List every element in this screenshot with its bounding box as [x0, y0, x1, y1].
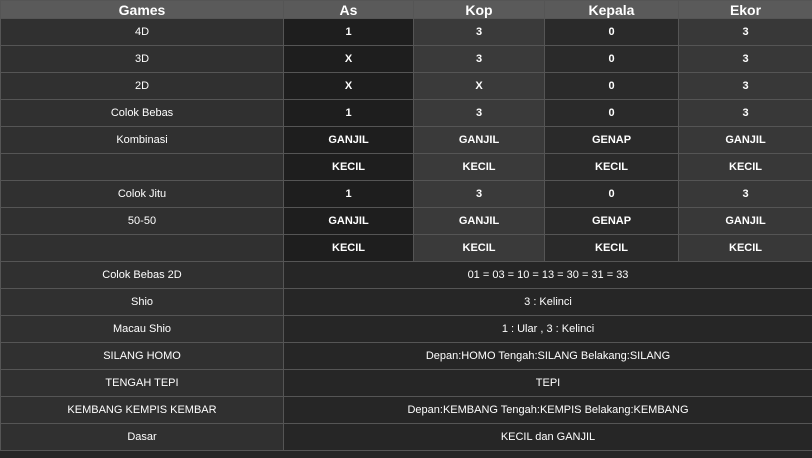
game-label: Colok Bebas 2D [0, 261, 284, 289]
header-row: Games As Kop Kepala Ekor [0, 0, 812, 19]
table-row: Colok Bebas 1 3 0 3 [0, 99, 812, 127]
table-row: KEMBANG KEMPIS KEMBAR Depan:KEMBANG Teng… [0, 396, 812, 424]
value-kop: 3 [413, 45, 545, 73]
value-as: GANJIL [283, 207, 414, 235]
value-ekor: 3 [678, 180, 812, 208]
value-kepala: 0 [544, 45, 679, 73]
game-label: Kombinasi [0, 126, 284, 154]
value-ekor: KECIL [678, 234, 812, 262]
value-kepala: 0 [544, 72, 679, 100]
table-row: SILANG HOMO Depan:HOMO Tengah:SILANG Bel… [0, 342, 812, 370]
value-kop: X [413, 72, 545, 100]
result-value: TEPI [283, 369, 812, 397]
game-label: 3D [0, 45, 284, 73]
value-kepala: 0 [544, 18, 679, 46]
game-label: TENGAH TEPI [0, 369, 284, 397]
game-label: Colok Jitu [0, 180, 284, 208]
value-kop: KECIL [413, 234, 545, 262]
table-row: Shio 3 : Kelinci [0, 288, 812, 316]
header-as: As [283, 0, 414, 19]
game-label: SILANG HOMO [0, 342, 284, 370]
value-ekor: 3 [678, 72, 812, 100]
value-ekor: 3 [678, 18, 812, 46]
value-kepala: KECIL [544, 153, 679, 181]
value-as: X [283, 45, 414, 73]
result-value: 01 = 03 = 10 = 13 = 30 = 31 = 33 [283, 261, 812, 289]
value-kop: 3 [413, 180, 545, 208]
value-ekor: 3 [678, 45, 812, 73]
value-ekor: 3 [678, 99, 812, 127]
table-row: Kombinasi GANJIL GANJIL GENAP GANJIL [0, 126, 812, 154]
header-ekor: Ekor [678, 0, 812, 19]
table-row: Colok Bebas 2D 01 = 03 = 10 = 13 = 30 = … [0, 261, 812, 289]
value-ekor: GANJIL [678, 207, 812, 235]
table-row: TENGAH TEPI TEPI [0, 369, 812, 397]
game-label: Dasar [0, 423, 284, 451]
value-as: 1 [283, 180, 414, 208]
value-as: X [283, 72, 414, 100]
value-kop: 3 [413, 18, 545, 46]
value-kop: GANJIL [413, 126, 545, 154]
table-row: Macau Shio 1 : Ular , 3 : Kelinci [0, 315, 812, 343]
table-row: 2D X X 0 3 [0, 72, 812, 100]
table-row: Colok Jitu 1 3 0 3 [0, 180, 812, 208]
value-as: 1 [283, 18, 414, 46]
header-kop: Kop [413, 0, 545, 19]
table-row: 50-50 GANJIL GANJIL GENAP GANJIL [0, 207, 812, 235]
value-as: 1 [283, 99, 414, 127]
result-value: KECIL dan GANJIL [283, 423, 812, 451]
value-kepala: KECIL [544, 234, 679, 262]
table-row: KECIL KECIL KECIL KECIL [0, 234, 812, 262]
game-label [0, 153, 284, 181]
table-row: 4D 1 3 0 3 [0, 18, 812, 46]
value-kop: KECIL [413, 153, 545, 181]
header-games: Games [0, 0, 284, 19]
game-label [0, 234, 284, 262]
value-as: KECIL [283, 153, 414, 181]
game-label: KEMBANG KEMPIS KEMBAR [0, 396, 284, 424]
value-kepala: GENAP [544, 207, 679, 235]
value-kop: GANJIL [413, 207, 545, 235]
value-kepala: 0 [544, 180, 679, 208]
game-label: Shio [0, 288, 284, 316]
table-row: 3D X 3 0 3 [0, 45, 812, 73]
value-as: KECIL [283, 234, 414, 262]
value-kepala: GENAP [544, 126, 679, 154]
header-kepala: Kepala [544, 0, 679, 19]
table-row: Dasar KECIL dan GANJIL [0, 423, 812, 451]
value-kepala: 0 [544, 99, 679, 127]
value-ekor: KECIL [678, 153, 812, 181]
result-value: Depan:HOMO Tengah:SILANG Belakang:SILANG [283, 342, 812, 370]
value-as: GANJIL [283, 126, 414, 154]
game-label: Colok Bebas [0, 99, 284, 127]
game-label: Macau Shio [0, 315, 284, 343]
game-label: 4D [0, 18, 284, 46]
result-value: 3 : Kelinci [283, 288, 812, 316]
result-value: 1 : Ular , 3 : Kelinci [283, 315, 812, 343]
game-label: 2D [0, 72, 284, 100]
value-ekor: GANJIL [678, 126, 812, 154]
table-row: KECIL KECIL KECIL KECIL [0, 153, 812, 181]
game-label: 50-50 [0, 207, 284, 235]
result-value: Depan:KEMBANG Tengah:KEMPIS Belakang:KEM… [283, 396, 812, 424]
value-kop: 3 [413, 99, 545, 127]
